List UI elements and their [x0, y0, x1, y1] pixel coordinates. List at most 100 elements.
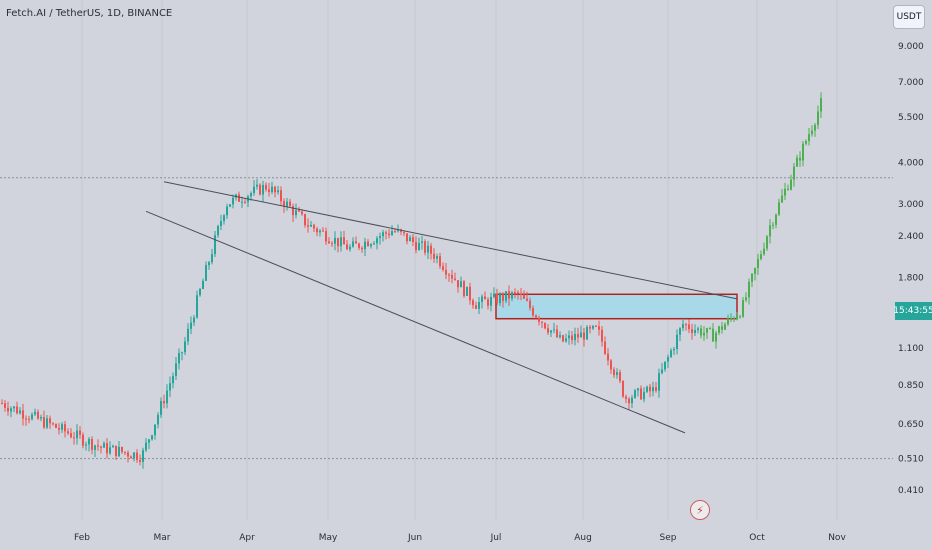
horizontal-levels: [0, 177, 893, 460]
candle-body: [478, 302, 480, 309]
candle-body: [559, 335, 561, 338]
candle-body: [817, 111, 819, 125]
x-tick-label: Oct: [749, 533, 765, 543]
candle-body: [181, 352, 183, 354]
y-tick-label: 5.500: [898, 113, 924, 123]
candle-body: [148, 439, 150, 443]
candle-body: [52, 423, 54, 425]
candle-body: [256, 184, 258, 187]
candle-body: [145, 442, 147, 451]
candle-body: [82, 434, 84, 446]
candle-body: [742, 300, 744, 317]
candle-body: [712, 328, 714, 342]
candle-body: [349, 246, 351, 250]
candle-body: [361, 247, 363, 250]
candle-body: [448, 274, 450, 276]
lightning-icon[interactable]: ⚡: [690, 500, 710, 520]
x-axis[interactable]: Feb Mar Apr May Jun Jul Aug Sep Oct Nov: [74, 533, 846, 543]
candle-body: [682, 324, 684, 329]
candle-body: [571, 335, 573, 341]
candle-body: [73, 437, 75, 439]
candle-body: [763, 248, 765, 255]
candle-body: [106, 443, 108, 454]
candle-body: [208, 262, 210, 266]
candle-body: [739, 316, 741, 318]
candle-body: [112, 445, 114, 448]
candle-body: [718, 326, 720, 333]
candle-body: [346, 244, 348, 250]
candle-body: [580, 332, 582, 338]
candle-body: [598, 326, 600, 330]
candle-body: [10, 408, 12, 412]
candle-body: [103, 443, 105, 448]
candle-body: [271, 186, 273, 193]
candle-body: [541, 321, 543, 323]
candle-body: [343, 237, 345, 245]
y-tick-label: 3.000: [898, 200, 924, 210]
candle-body: [124, 451, 126, 453]
candle-body: [22, 410, 24, 419]
candle-body: [775, 214, 777, 225]
candle-body: [391, 231, 393, 236]
candle-body: [565, 338, 567, 342]
candle-body: [643, 391, 645, 400]
candle-body: [31, 414, 33, 420]
candle-body: [34, 411, 36, 415]
candle-body: [811, 130, 813, 135]
candle-body: [319, 230, 321, 233]
candle-body: [364, 241, 366, 250]
candle-body: [175, 363, 177, 376]
candle-body: [295, 210, 297, 216]
candle-body: [163, 401, 165, 404]
candle-body: [337, 237, 339, 247]
candle-body: [649, 386, 651, 392]
x-tick-label: Feb: [74, 533, 90, 543]
upper-trendline: [163, 181, 738, 300]
candle-body: [301, 211, 303, 215]
candle-body: [88, 438, 90, 445]
candle-body: [622, 381, 624, 397]
candle-body: [412, 237, 414, 242]
candle-body: [91, 438, 93, 450]
candle-body: [211, 254, 213, 263]
candle-body: [619, 372, 621, 382]
candle-body: [217, 226, 219, 236]
y-axis[interactable]: 9.000 7.000 5.500 4.000 3.000 2.400 1.800 1.100…: [898, 42, 924, 496]
candle-body: [352, 241, 354, 247]
candle-body: [421, 241, 423, 243]
x-tick-label: Jul: [490, 533, 502, 543]
y-tick-label: 0.410: [898, 486, 924, 496]
candle-body: [238, 194, 240, 202]
candle-body: [442, 266, 444, 270]
candle-body: [433, 253, 435, 259]
candle-body: [673, 349, 675, 351]
candle-body: [373, 243, 375, 245]
candle-body: [694, 330, 696, 333]
candle-body: [121, 446, 123, 452]
candle-body: [379, 236, 381, 239]
currency-unit-button[interactable]: USDT: [893, 5, 925, 29]
candle-body: [316, 228, 318, 233]
candle-body: [19, 410, 21, 414]
candle-body: [784, 188, 786, 196]
y-tick-label: 7.000: [898, 78, 924, 88]
candle-body: [652, 387, 654, 392]
candle-body: [178, 353, 180, 364]
candle-body: [385, 232, 387, 234]
candle-body: [70, 433, 72, 438]
candle-body: [793, 166, 795, 180]
candle-body: [475, 305, 477, 309]
x-tick-label: May: [319, 533, 338, 543]
candle-body: [538, 317, 540, 322]
y-tick-label: 9.000: [898, 42, 924, 52]
candle-body: [691, 329, 693, 333]
candle-body: [172, 375, 174, 384]
candle-body: [511, 292, 513, 299]
candle-body: [631, 397, 633, 404]
candle-body: [76, 430, 78, 439]
candle-body: [424, 241, 426, 253]
candle-body: [535, 315, 537, 318]
candle-body: [358, 243, 360, 248]
